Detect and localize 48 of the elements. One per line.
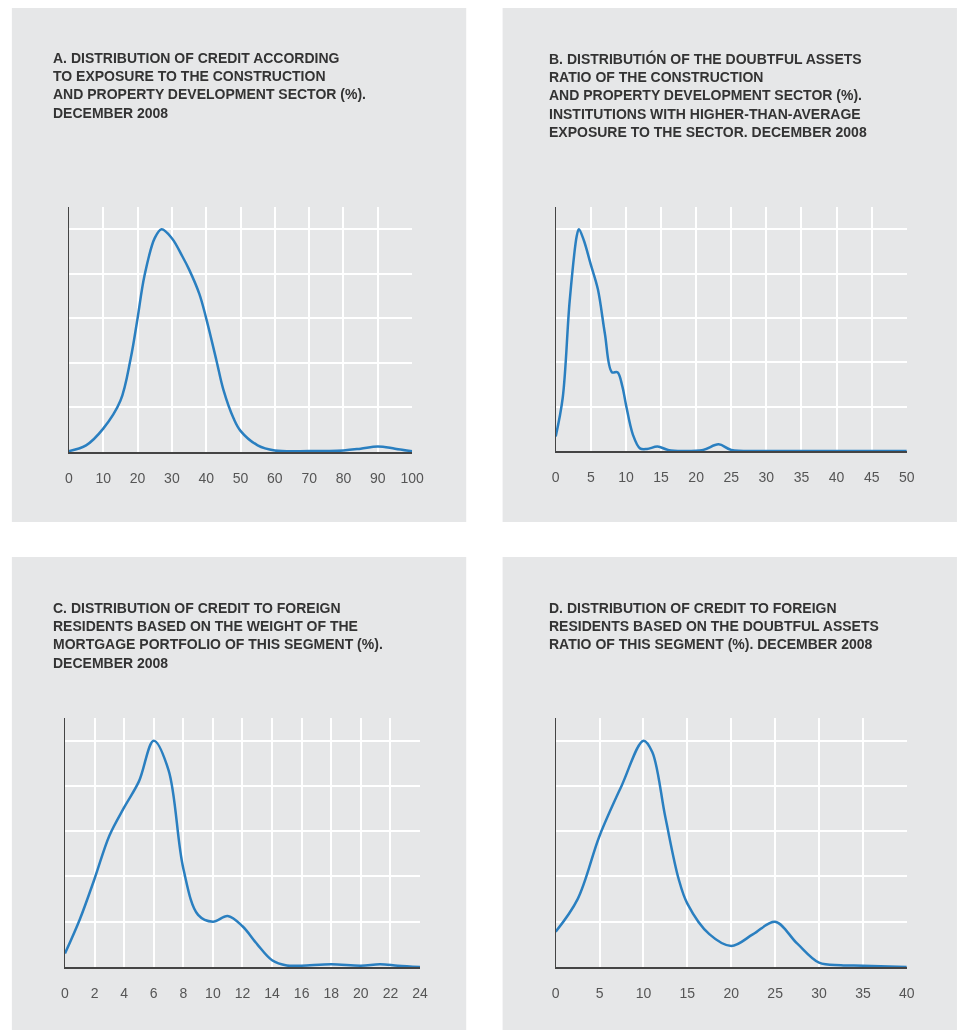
chart-title: B. DISTRIBUTIÓN OF THE DOUBTFUL ASSETS RATIO OF THE CONSTRUCTION AND PROPERTY DEVELOPMENT SECTOR (%). INSTITUTIONS WITH HIGHER-THAN-AVERAGE EXPOSURE TO THE SECTOR. DECEMBER 2008 xyxy=(549,50,867,140)
x-tick-label: 25 xyxy=(723,468,740,485)
x-tick-label: 35 xyxy=(855,984,871,1001)
chart-title: A. DISTRIBUTION OF CREDIT ACCORDING TO EXPOSURE TO THE CONSTRUCTION AND PROPERTY DEVELOPMENT SECTOR (%). DECEMBER 2008 xyxy=(53,50,366,121)
x-tick-label: 4 xyxy=(120,984,129,1001)
x-tick-label: 100 xyxy=(400,469,425,486)
x-tick-label: 50 xyxy=(232,469,249,486)
x-tick-label: 80 xyxy=(335,469,352,486)
x-tick-label: 15 xyxy=(679,984,696,1001)
x-tick-label: 0 xyxy=(61,984,70,1001)
x-tick-label: 0 xyxy=(65,469,74,486)
x-tick-label: 16 xyxy=(293,984,310,1001)
x-tick-label: 8 xyxy=(179,984,188,1001)
x-tick-label: 35 xyxy=(793,468,810,485)
x-tick-label: 45 xyxy=(863,468,880,485)
x-tick-label: 0 xyxy=(551,468,560,485)
x-tick-label: 2 xyxy=(90,984,99,1001)
x-tick-label: 30 xyxy=(758,468,775,485)
x-tick-label: 18 xyxy=(323,984,340,1001)
x-tick-label: 20 xyxy=(723,984,740,1001)
x-tick-label: 40 xyxy=(828,468,845,485)
x-tick-label: 10 xyxy=(95,469,112,486)
x-tick-label: 24 xyxy=(412,984,428,1001)
x-tick-label: 10 xyxy=(618,468,634,485)
x-tick-label: 5 xyxy=(595,984,604,1001)
x-tick-label: 70 xyxy=(301,469,318,486)
x-tick-label: 30 xyxy=(811,984,828,1001)
x-tick-label: 40 xyxy=(899,984,915,1001)
x-tick-label: 15 xyxy=(653,468,670,485)
x-tick-label: 60 xyxy=(267,469,283,486)
x-tick-label: 90 xyxy=(370,469,386,486)
x-tick-label: 20 xyxy=(129,469,146,486)
x-tick-label: 22 xyxy=(382,984,399,1001)
x-tick-label: 5 xyxy=(586,468,595,485)
x-tick-label: 6 xyxy=(149,984,158,1001)
x-tick-label: 40 xyxy=(198,469,215,486)
x-tick-label: 14 xyxy=(264,984,281,1001)
chart-title: C. DISTRIBUTION OF CREDIT TO FOREIGN RESIDENTS BASED ON THE WEIGHT OF THE MORTGAGE PORTFOLIO OF THIS SEGMENT (%). DECEMBER 2008 xyxy=(53,600,383,671)
x-tick-label: 30 xyxy=(164,469,180,486)
x-tick-label: 25 xyxy=(767,984,784,1001)
x-tick-label: 0 xyxy=(551,984,560,1001)
x-tick-label: 20 xyxy=(688,468,705,485)
x-tick-label: 12 xyxy=(234,984,251,1001)
x-tick-label: 10 xyxy=(635,984,652,1001)
x-tick-label: 50 xyxy=(899,468,915,485)
x-tick-label: 20 xyxy=(353,984,369,1001)
chart-title: D. DISTRIBUTION OF CREDIT TO FOREIGN RESIDENTS BASED ON THE DOUBTFUL ASSETS RATIO OF THIS SEGMENT (%). DECEMBER 2008 xyxy=(549,600,879,653)
x-tick-label: 10 xyxy=(205,984,221,1001)
